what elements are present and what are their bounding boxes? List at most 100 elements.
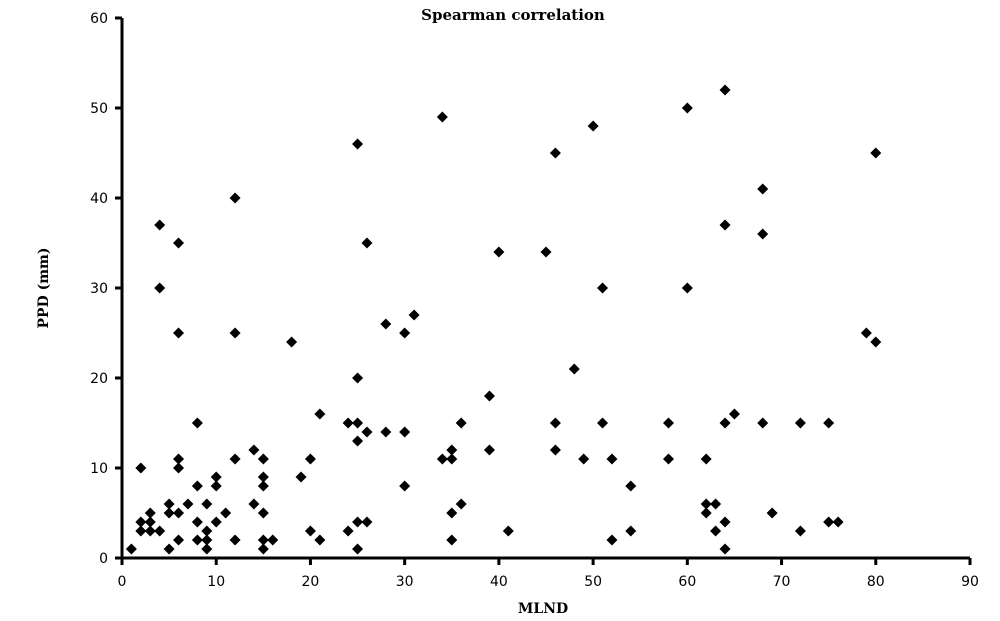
data-point — [257, 471, 269, 483]
y-tick-label: 50 — [90, 101, 108, 117]
data-point — [408, 309, 420, 321]
data-point — [342, 525, 354, 537]
data-point — [314, 408, 326, 420]
data-point — [361, 237, 373, 249]
x-tick-label: 0 — [118, 574, 127, 590]
data-point — [832, 516, 844, 528]
data-point — [154, 219, 166, 231]
data-point — [248, 498, 260, 510]
data-point — [257, 507, 269, 519]
data-point — [352, 417, 364, 429]
data-point — [342, 417, 354, 429]
y-tick-label: 10 — [90, 461, 108, 477]
data-point — [625, 525, 637, 537]
data-point — [502, 525, 514, 537]
data-point — [352, 372, 364, 384]
data-point — [549, 417, 561, 429]
data-point — [154, 525, 166, 537]
data-point — [700, 453, 712, 465]
data-point — [719, 543, 731, 555]
y-tick-label: 20 — [90, 371, 108, 387]
data-point — [757, 183, 769, 195]
data-point — [766, 507, 778, 519]
ticks: 0 10 20 30 40 50 60 0 10 20 30 40 50 60 70 80 90 — [90, 11, 979, 590]
data-point — [229, 534, 241, 546]
axes — [120, 18, 970, 560]
data-point — [135, 525, 147, 537]
data-point — [154, 282, 166, 294]
x-tick-label: 20 — [302, 574, 320, 590]
y-tick-label: 30 — [90, 281, 108, 297]
data-point — [257, 480, 269, 492]
chart-title: Spearman correlation — [421, 6, 605, 24]
data-point — [210, 471, 222, 483]
data-point — [361, 426, 373, 438]
data-point — [399, 327, 411, 339]
y-tick-label: 60 — [90, 11, 108, 27]
data-point — [361, 516, 373, 528]
data-point — [549, 444, 561, 456]
data-point — [483, 390, 495, 402]
data-point — [700, 507, 712, 519]
data-point — [267, 534, 279, 546]
data-point — [823, 516, 835, 528]
data-point — [135, 462, 147, 474]
data-point — [173, 462, 185, 474]
data-point — [173, 507, 185, 519]
data-point — [568, 363, 580, 375]
data-point — [606, 534, 618, 546]
data-point — [352, 543, 364, 555]
data-point — [163, 543, 175, 555]
y-tick-label: 40 — [90, 191, 108, 207]
data-point — [173, 534, 185, 546]
data-points — [125, 84, 882, 555]
data-point — [229, 453, 241, 465]
data-point — [201, 534, 213, 546]
data-point — [304, 453, 316, 465]
data-point — [352, 435, 364, 447]
data-point — [662, 453, 674, 465]
data-point — [304, 525, 316, 537]
data-point — [144, 516, 156, 528]
data-point — [201, 543, 213, 555]
data-point — [125, 543, 137, 555]
data-point — [719, 516, 731, 528]
data-point — [399, 480, 411, 492]
data-point — [446, 453, 458, 465]
data-point — [597, 282, 609, 294]
data-point — [191, 516, 203, 528]
data-point — [229, 327, 241, 339]
data-point — [399, 426, 411, 438]
x-tick-label: 30 — [396, 574, 414, 590]
x-tick-label: 10 — [207, 574, 225, 590]
data-point — [191, 417, 203, 429]
data-point — [483, 444, 495, 456]
data-point — [540, 246, 552, 258]
data-point — [163, 507, 175, 519]
data-point — [248, 444, 260, 456]
data-point — [182, 498, 194, 510]
data-point — [314, 534, 326, 546]
data-point — [201, 498, 213, 510]
data-point — [257, 543, 269, 555]
data-point — [719, 417, 731, 429]
data-point — [173, 237, 185, 249]
data-point — [191, 534, 203, 546]
x-axis-label: MLND — [518, 601, 568, 617]
data-point — [436, 453, 448, 465]
data-point — [870, 147, 882, 159]
data-point — [606, 453, 618, 465]
x-tick-label: 80 — [867, 574, 885, 590]
data-point — [860, 327, 872, 339]
data-point — [700, 498, 712, 510]
data-point — [163, 498, 175, 510]
data-point — [229, 192, 241, 204]
data-point — [681, 282, 693, 294]
data-point — [210, 480, 222, 492]
data-point — [201, 525, 213, 537]
x-tick-label: 90 — [961, 574, 979, 590]
data-point — [257, 453, 269, 465]
y-tick-label: 0 — [99, 551, 108, 567]
data-point — [493, 246, 505, 258]
data-point — [135, 516, 147, 528]
